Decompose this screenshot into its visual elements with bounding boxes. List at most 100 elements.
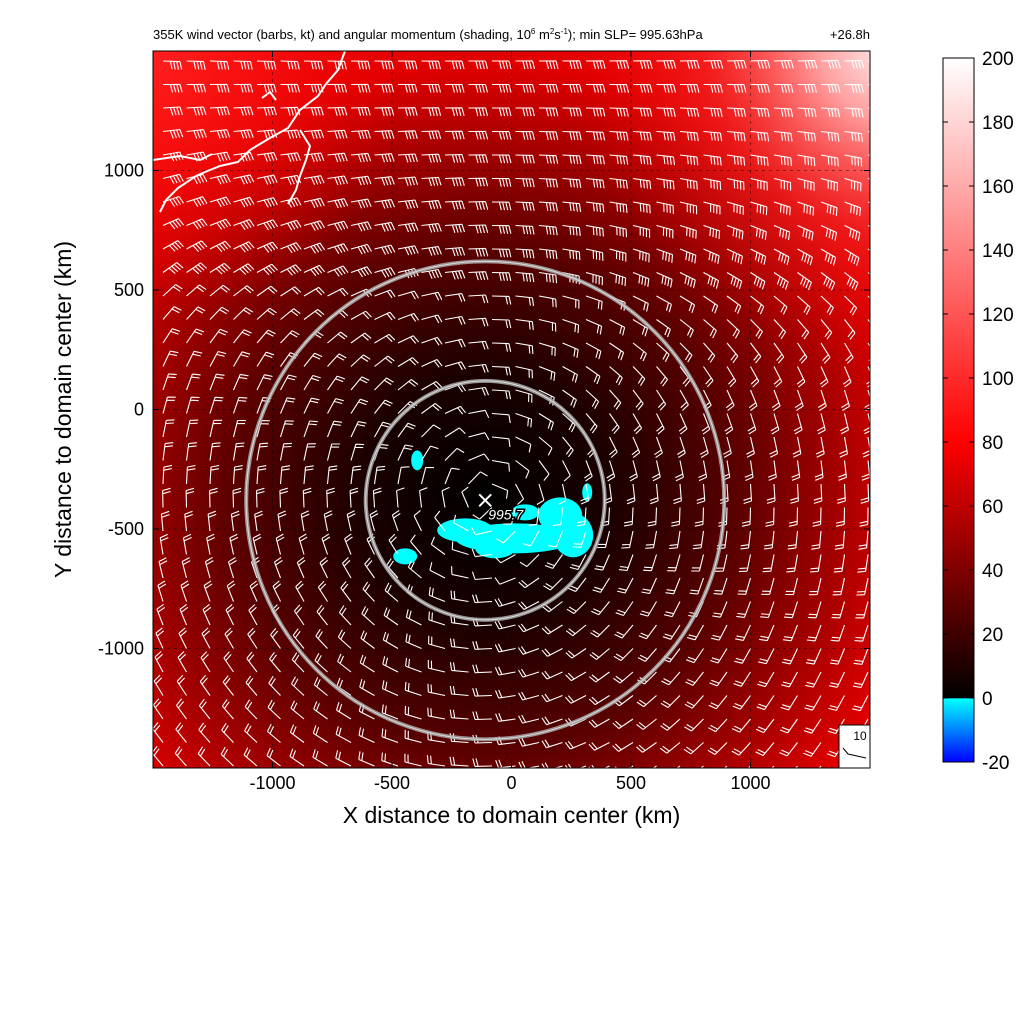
wind-barb	[679, 319, 694, 338]
wind-barb	[515, 248, 535, 259]
wind-barb	[732, 695, 751, 710]
wind-barb	[256, 442, 269, 461]
wind-barb	[731, 718, 751, 733]
wind-barb	[413, 509, 422, 532]
wind-barb	[209, 60, 230, 70]
wind-barb	[662, 624, 681, 640]
wind-barb	[337, 653, 352, 673]
wind-barb	[302, 487, 312, 508]
wind-barb	[726, 177, 745, 191]
wind-barb	[562, 460, 571, 482]
wind-barb	[773, 177, 792, 191]
wind-barb	[427, 707, 446, 720]
wind-barb	[350, 310, 372, 320]
colorbar-tick-label: 20	[982, 625, 1003, 646]
wind-barb	[491, 483, 509, 499]
wind-barb	[468, 271, 489, 281]
wind-barb	[303, 352, 323, 367]
wind-barb	[562, 366, 578, 383]
wind-barb	[589, 671, 610, 683]
wind-barb	[654, 436, 663, 459]
wind-barb	[428, 611, 446, 626]
wind-barb	[852, 671, 869, 689]
wind-barb	[629, 460, 638, 482]
wind-barb	[350, 198, 372, 209]
wind-barb	[359, 654, 375, 673]
wind-barb	[793, 413, 803, 435]
wind-barb	[609, 366, 623, 386]
wind-barb	[491, 318, 512, 329]
reference-barb	[842, 747, 867, 759]
wind-barb	[839, 436, 849, 458]
wind-barb	[303, 264, 326, 277]
wind-barb	[731, 742, 751, 756]
wind-barb	[797, 248, 813, 266]
wind-barb	[656, 389, 667, 411]
wind-barb	[397, 130, 418, 140]
wind-barb	[421, 314, 443, 324]
wind-barb	[296, 556, 306, 579]
wind-barb	[209, 196, 231, 208]
wind-barb	[818, 389, 827, 411]
wind-barb	[174, 746, 187, 767]
wind-barb	[245, 675, 258, 696]
wind-barb	[780, 695, 798, 711]
wind-barb	[397, 107, 418, 116]
wind-barb	[515, 436, 532, 453]
wind-barb	[316, 604, 328, 626]
wind-barb	[679, 154, 699, 166]
wind-barb	[820, 59, 841, 69]
wind-barb	[226, 580, 236, 602]
wind-barb	[538, 413, 555, 431]
wind-barb	[397, 245, 419, 256]
wind-barb	[518, 714, 540, 724]
wind-barb	[750, 59, 771, 69]
wind-barb	[515, 295, 535, 307]
wind-barb	[844, 272, 859, 291]
wind-barb	[327, 265, 349, 277]
wind-barb	[372, 487, 382, 508]
wind-barb	[350, 376, 370, 391]
wind-barb	[201, 627, 211, 649]
wind-barb	[468, 83, 489, 93]
wind-barb	[206, 533, 216, 555]
wind-barb	[766, 483, 776, 504]
wind-barb	[733, 671, 751, 687]
wind-barb	[515, 201, 535, 211]
wind-barb	[562, 318, 580, 334]
wind-barb	[756, 695, 775, 711]
wind-barb	[472, 507, 493, 520]
negative-momentum-patch	[393, 548, 418, 565]
wind-barb	[641, 577, 658, 595]
wind-barb	[828, 695, 845, 711]
wind-barb	[243, 747, 258, 767]
wind-barb	[632, 366, 646, 386]
wind-barb	[185, 396, 200, 414]
wind-barb	[614, 624, 634, 639]
wind-barb	[852, 695, 869, 712]
wind-barb	[769, 436, 779, 458]
wind-barb	[632, 413, 643, 435]
wind-barb	[494, 577, 516, 585]
wind-barb	[209, 240, 232, 253]
wind-barb	[609, 413, 620, 435]
wind-barb	[162, 218, 185, 230]
wind-barb	[209, 487, 218, 508]
wind-barb	[491, 224, 512, 234]
wind-barb	[153, 722, 164, 743]
wind-barb	[293, 604, 305, 626]
wind-barb	[703, 224, 721, 240]
wind-barb	[180, 580, 190, 602]
wind-barb	[327, 287, 349, 297]
chart-title: 355K wind vector (barbs, kt) and angular…	[153, 27, 703, 42]
wind-barb	[750, 248, 767, 265]
wind-barb	[468, 363, 489, 373]
wind-barb	[679, 107, 700, 117]
wind-barb	[427, 683, 446, 697]
wind-barb	[233, 241, 255, 253]
wind-barb	[585, 224, 604, 237]
wind-barb	[256, 83, 277, 93]
wind-barb	[471, 571, 493, 581]
wind-barb	[453, 514, 469, 532]
wind-barb	[683, 742, 704, 755]
